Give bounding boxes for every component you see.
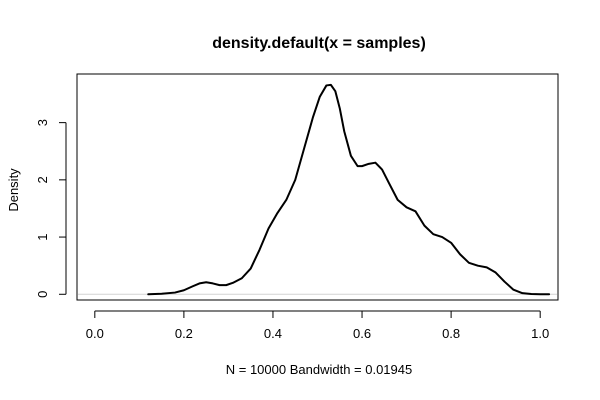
y-tick-label: 2	[35, 176, 50, 183]
y-axis: 0 1 2 3	[35, 119, 67, 298]
x-tick-label: 1.0	[531, 326, 549, 341]
x-tick-label: 0.6	[353, 326, 371, 341]
y-tick-label: 3	[35, 119, 50, 126]
x-tick-label: 0.0	[86, 326, 104, 341]
x-axis-label: N = 10000 Bandwidth = 0.01945	[226, 362, 412, 377]
plot-frame	[76, 73, 559, 301]
x-axis: 0.0 0.2 0.4 0.6 0.8 1.0	[86, 310, 549, 341]
y-axis-label: Density	[6, 168, 21, 212]
x-tick-label: 0.4	[264, 326, 282, 341]
y-tick-label: 0	[35, 291, 50, 298]
density-curve	[147, 83, 551, 296]
x-tick-label: 0.8	[442, 326, 460, 341]
y-tick-label: 1	[35, 233, 50, 240]
x-tick-label: 0.2	[175, 326, 193, 341]
chart-title: density.default(x = samples)	[212, 35, 426, 52]
